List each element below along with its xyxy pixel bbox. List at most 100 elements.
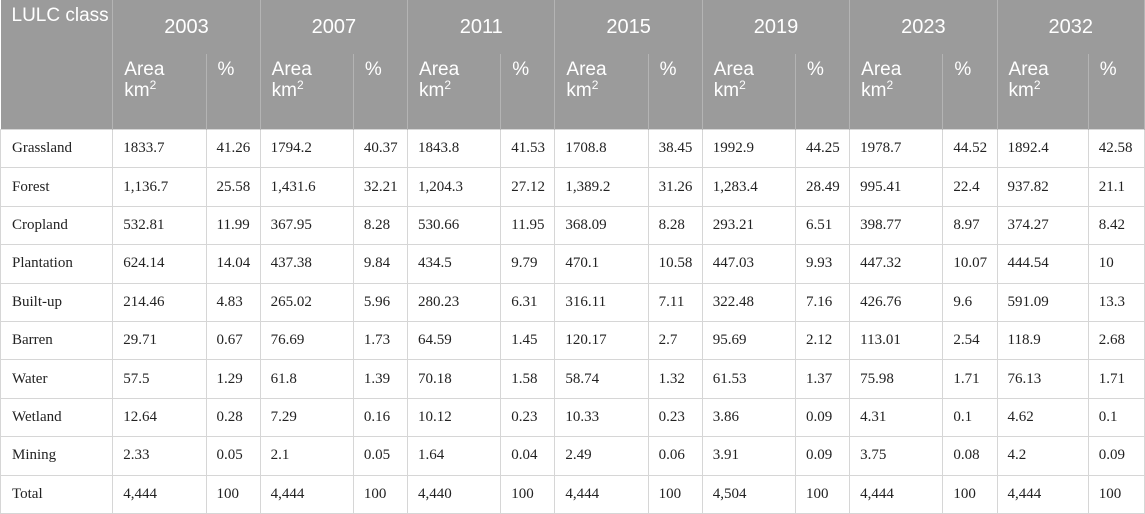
area-label: Area: [861, 59, 902, 80]
area-unit: km: [713, 80, 740, 101]
area-cell: 532.81: [112, 206, 207, 246]
percent-cell: 9.6: [942, 283, 998, 322]
area-unit-superscript: 2: [1033, 78, 1041, 92]
area-cell: 1992.9: [702, 128, 797, 169]
area-cell: 76.13: [997, 359, 1089, 399]
table-header: LULC class 2003 2007 2011 2015 2019 2023…: [0, 0, 1145, 130]
percent-cell: 2.54: [942, 321, 998, 361]
area-cell: 398.77: [849, 206, 944, 246]
year-header: 2023: [849, 0, 998, 54]
percent-cell: 9.93: [795, 244, 851, 284]
table-row: Water 57.5 1.29 61.8 1.39 70.18 1.58 58.74 1.32 6…: [0, 359, 1145, 399]
area-cell: 1,136.7: [112, 167, 207, 207]
row-label: Barren: [0, 321, 114, 361]
area-cell: 4,504: [702, 475, 797, 514]
area-cell: 437.38: [260, 244, 354, 284]
percent-cell: 100: [795, 475, 851, 514]
percent-cell: 100: [648, 475, 703, 514]
percent-cell: 14.04: [206, 244, 261, 284]
percent-cell: 1.71: [942, 359, 998, 399]
area-cell: 4,440: [407, 475, 502, 514]
area-subheader: Area km2: [407, 54, 502, 130]
percent-cell: 0.04: [500, 436, 556, 476]
percent-cell: 0.1: [1088, 398, 1145, 438]
table-row: Mining 2.33 0.05 2.1 0.05 1.64 0.04 2.49 0.06 3.9…: [0, 436, 1145, 476]
area-unit-superscript: 2: [886, 78, 894, 92]
percent-cell: 0.05: [206, 436, 261, 476]
percent-subheader: %: [1088, 54, 1145, 130]
percent-cell: 0.67: [206, 321, 261, 361]
row-label: Built-up: [0, 283, 114, 322]
area-cell: 7.29: [260, 398, 354, 438]
percent-cell: 1.58: [500, 359, 556, 399]
percent-cell: 0.23: [500, 398, 556, 438]
area-cell: 265.02: [260, 283, 354, 322]
area-cell: 12.64: [112, 398, 207, 438]
percent-cell: 0.23: [648, 398, 703, 438]
percent-subheader: %: [795, 54, 851, 130]
area-label: Area: [1008, 59, 1049, 80]
area-cell: 426.76: [849, 283, 944, 322]
area-cell: 76.69: [260, 321, 354, 361]
area-cell: 1833.7: [112, 128, 207, 169]
percent-cell: 8.28: [353, 206, 409, 246]
area-cell: 367.95: [260, 206, 354, 246]
row-label: Cropland: [0, 206, 114, 246]
percent-cell: 8.42: [1088, 206, 1145, 246]
percent-subheader: %: [500, 54, 556, 130]
area-unit-superscript: 2: [149, 78, 157, 92]
percent-cell: 10.07: [942, 244, 998, 284]
percent-cell: 44.52: [942, 128, 998, 169]
area-subheader: Area km2: [702, 54, 797, 130]
table-row: Wetland 12.64 0.28 7.29 0.16 10.12 0.23 10.33 0.…: [0, 398, 1145, 438]
subheader-row: Area km2% Area km2% Area km2% Area km2% Area km2%…: [0, 54, 1145, 130]
area-cell: 4,444: [849, 475, 944, 514]
area-cell: 113.01: [849, 321, 944, 361]
percent-cell: 25.58: [206, 167, 261, 207]
area-cell: 316.11: [554, 283, 649, 322]
area-cell: 4,444: [554, 475, 649, 514]
area-cell: 293.21: [702, 206, 797, 246]
percent-cell: 0.16: [353, 398, 409, 438]
percent-cell: 8.28: [648, 206, 703, 246]
percent-cell: 44.25: [795, 128, 851, 169]
area-cell: 70.18: [407, 359, 502, 399]
table-row: Total 4,444 100 4,444 100 4,440 100 4,444 100 4,5…: [0, 475, 1145, 514]
row-label: Wetland: [0, 398, 114, 438]
table-row: Built-up 214.46 4.83 265.02 5.96 280.23 6.31 31…: [0, 283, 1145, 322]
year-header: 2015: [554, 0, 703, 54]
area-unit-superscript: 2: [444, 78, 452, 92]
year-header: 2011: [407, 0, 556, 54]
area-cell: 1978.7: [849, 128, 944, 169]
area-label: Area: [566, 59, 607, 80]
area-cell: 374.27: [997, 206, 1089, 246]
table-row: Grassland 1833.7 41.26 1794.2 40.37 1843.8 41.…: [0, 128, 1145, 169]
area-cell: 1843.8: [407, 128, 502, 169]
area-unit: km: [566, 80, 592, 101]
percent-cell: 10: [1088, 244, 1145, 284]
percent-cell: 100: [353, 475, 409, 514]
row-label: Total: [0, 475, 114, 514]
percent-cell: 0.1: [942, 398, 998, 438]
percent-cell: 1.37: [795, 359, 851, 399]
area-cell: 2.1: [260, 436, 354, 476]
year-header-row: LULC class 2003 2007 2011 2015 2019 2023…: [0, 0, 1145, 54]
area-cell: 530.66: [407, 206, 502, 246]
percent-cell: 6.31: [500, 283, 556, 322]
percent-cell: 2.7: [648, 321, 703, 361]
percent-cell: 7.11: [648, 283, 703, 322]
percent-cell: 10.58: [648, 244, 703, 284]
area-cell: 4,444: [997, 475, 1089, 514]
area-unit: km: [124, 80, 150, 101]
percent-cell: 1.29: [206, 359, 261, 399]
table-body: Grassland 1833.7 41.26 1794.2 40.37 1843.8 41.…: [0, 128, 1145, 514]
percent-cell: 5.96: [353, 283, 409, 322]
percent-cell: 1.73: [353, 321, 409, 361]
area-cell: 1,431.6: [260, 167, 354, 207]
area-cell: 1,283.4: [702, 167, 797, 207]
area-cell: 214.46: [112, 283, 207, 322]
area-cell: 61.53: [702, 359, 797, 399]
area-label: Area: [419, 59, 460, 80]
area-cell: 3.75: [849, 436, 944, 476]
